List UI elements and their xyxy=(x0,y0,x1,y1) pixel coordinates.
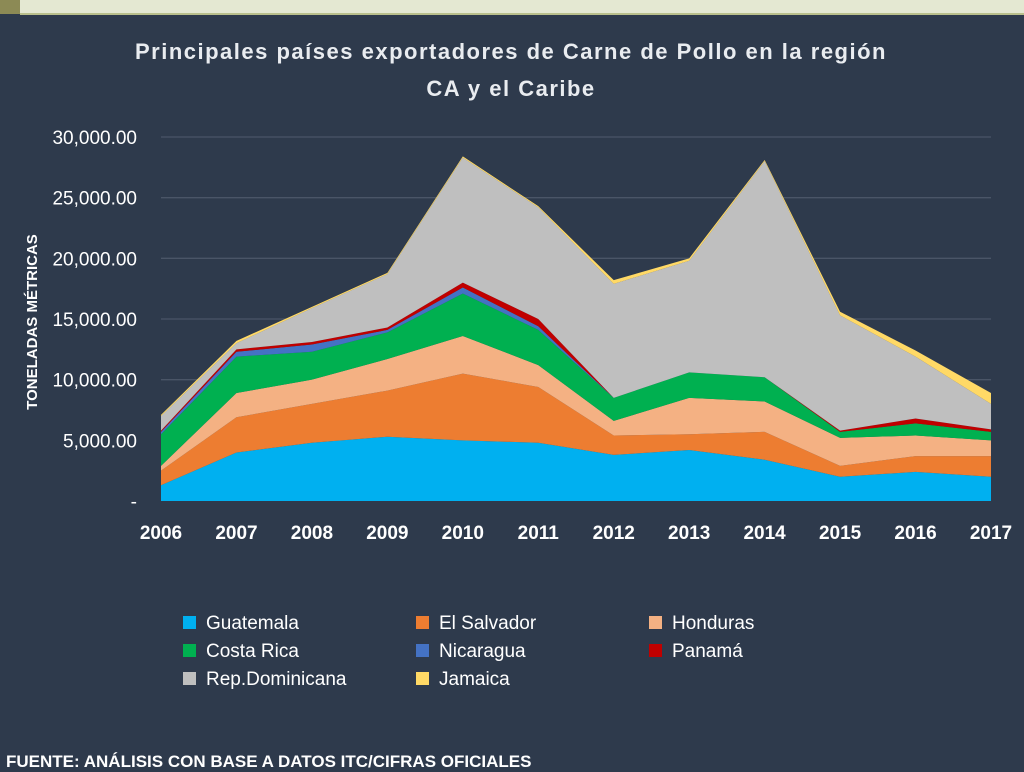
legend-swatch xyxy=(416,616,429,629)
x-tick-label: 2010 xyxy=(442,523,484,544)
legend-label: El Salvador xyxy=(439,613,537,634)
area-costa-rica xyxy=(161,293,991,466)
x-tick-label: 2012 xyxy=(593,523,635,544)
legend-item-costa-rica: Costa Rica xyxy=(183,641,299,662)
area-guatemala xyxy=(161,436,991,501)
area-rep-dominicana xyxy=(161,157,991,431)
legend: Guatemala El Salvador Honduras Costa Rica Ni… xyxy=(183,613,754,690)
y-axis-ticks: - 5,000.00 10,000.00 15,000.00 20,000.00 25,0… xyxy=(52,128,137,513)
x-tick-label: 2008 xyxy=(291,523,333,544)
y-tick-label: 20,000.00 xyxy=(52,249,137,270)
area-honduras xyxy=(161,335,991,471)
x-tick-label: 2013 xyxy=(668,523,710,544)
x-tick-label: 2016 xyxy=(894,523,936,544)
legend-swatch xyxy=(649,616,662,629)
legend-label: Costa Rica xyxy=(206,641,299,662)
x-tick-label: 2011 xyxy=(518,523,560,544)
legend-item-rep-dominicana: Rep.Dominicana xyxy=(183,669,347,690)
y-tick-label: - xyxy=(131,492,137,513)
legend-item-el-salvador: El Salvador xyxy=(416,613,537,634)
legend-label: Panamá xyxy=(672,641,743,662)
x-tick-label: 2009 xyxy=(366,523,408,544)
legend-label: Guatemala xyxy=(206,613,299,634)
y-tick-label: 10,000.00 xyxy=(52,371,137,392)
chart-title-line-1: Principales países exportadores de Carne… xyxy=(135,39,887,64)
source-note: FUENTE: ANÁLISIS CON BASE A DATOS ITC/CI… xyxy=(6,752,532,771)
chart-title-line-2: CA y el Caribe xyxy=(426,76,595,101)
y-axis-label: TONELADAS MÉTRICAS xyxy=(24,234,41,410)
y-tick-label: 30,000.00 xyxy=(52,128,137,149)
legend-swatch xyxy=(183,616,196,629)
x-tick-label: 2006 xyxy=(140,523,182,544)
y-tick-label: 5,000.00 xyxy=(63,431,137,452)
slide-top-strip xyxy=(0,0,1024,15)
legend-swatch xyxy=(416,644,429,657)
y-tick-label: 15,000.00 xyxy=(52,310,137,331)
legend-label: Nicaragua xyxy=(439,641,526,662)
legend-item-nicaragua: Nicaragua xyxy=(416,641,526,662)
legend-label: Rep.Dominicana xyxy=(206,669,347,690)
x-tick-label: 2017 xyxy=(970,523,1012,544)
stacked-area-chart: Principales países exportadores de Carne… xyxy=(24,39,1012,690)
legend-item-jamaica: Jamaica xyxy=(416,669,510,690)
legend-swatch xyxy=(649,644,662,657)
legend-swatch xyxy=(183,672,196,685)
x-axis-ticks: 2006 2007 2008 2009 2010 2011 2012 2013 2014 2015… xyxy=(140,523,1012,544)
legend-item-panama: Panamá xyxy=(649,641,743,662)
area-el-salvador xyxy=(161,373,991,486)
x-tick-label: 2007 xyxy=(215,523,257,544)
x-tick-label: 2014 xyxy=(743,523,786,544)
legend-label: Honduras xyxy=(672,613,754,634)
legend-label: Jamaica xyxy=(439,669,510,690)
legend-swatch xyxy=(183,644,196,657)
legend-swatch xyxy=(416,672,429,685)
slide-top-rule xyxy=(20,13,1024,15)
legend-item-guatemala: Guatemala xyxy=(183,613,299,634)
area-series xyxy=(161,156,991,501)
legend-item-honduras: Honduras xyxy=(649,613,754,634)
slide-corner-tab xyxy=(0,0,20,14)
x-tick-label: 2015 xyxy=(819,523,862,544)
y-tick-label: 25,000.00 xyxy=(52,189,137,210)
